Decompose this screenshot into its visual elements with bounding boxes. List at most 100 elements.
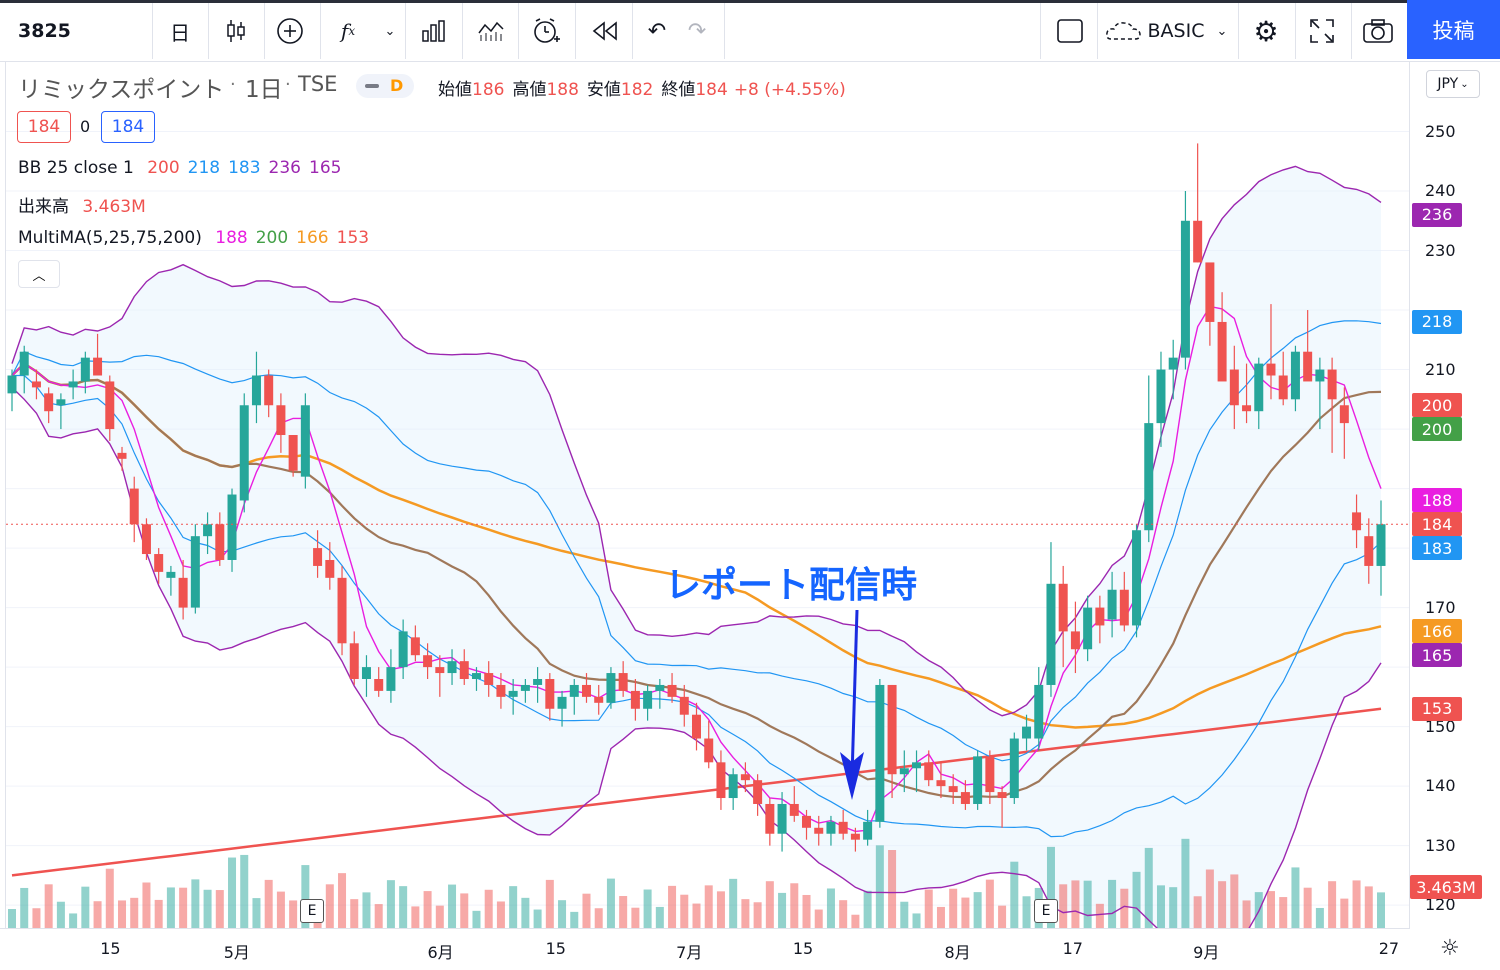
alert-icon[interactable] [526,3,566,59]
templates-icon[interactable] [471,3,511,59]
volume-bar [1291,867,1300,928]
add-compare-icon[interactable] [270,3,310,59]
volume-bar [949,888,958,928]
volume-bar [545,879,554,928]
volume-bar [1095,903,1104,928]
volume-bar [276,891,285,928]
multima-label: MultiMA(5,25,75,200) [18,228,202,248]
undo-icon[interactable]: ↶ [647,18,667,44]
candle-body [1022,726,1032,739]
volume-bar [1315,907,1324,928]
layout-square-icon[interactable] [1050,3,1090,59]
candle-type-icon[interactable] [216,3,256,59]
candle-body [973,756,983,804]
candle-body [1132,530,1142,626]
ohlc-value: 184 [695,80,728,100]
bar-chart-icon[interactable] [414,3,454,59]
earnings-marker[interactable]: E [1034,899,1058,923]
volume-bar [460,893,469,928]
fullscreen-icon[interactable] [1302,3,1342,59]
symbol-search-button[interactable]: 3825 [18,20,71,42]
bb-legend[interactable]: BB 25 close 1 200 218 183 236 165 [18,158,341,178]
volume-bar [643,889,652,928]
volume-bar [668,885,677,928]
candle-body [239,405,249,501]
volume-label: 出来高 [18,197,69,217]
price-chart[interactable] [6,62,1410,928]
ask-price-box[interactable]: 184 [101,111,155,143]
dropdown-chevron-icon[interactable]: ⌄ [384,23,396,39]
volume-bar [533,909,542,928]
redo-icon[interactable]: ↷ [687,18,707,44]
currency-button[interactable]: JPY ⌄ [1426,70,1480,98]
ma-value: 200 [255,228,289,248]
volume-bar [888,850,897,928]
multima-legend[interactable]: MultiMA(5,25,75,200) 188 200 166 153 [18,228,369,248]
volume-bar [655,906,664,928]
volume-bar [81,886,90,928]
candle-body [655,684,665,691]
volume-bar [154,899,163,928]
candle-body [1278,375,1288,400]
volume-legend[interactable]: 出来高 3.463M [18,192,146,217]
volume-bar [1083,880,1092,928]
candle-body [875,684,885,822]
time-tick-label: 9月 [1193,943,1220,962]
time-tick-label: 15 [100,939,121,958]
volume-bar [44,884,53,928]
report-annotation[interactable]: レポート配信時 [665,565,918,606]
candle-body [508,690,518,697]
candle-body [398,631,408,668]
volume-bar [69,913,78,928]
price-change: +8 (+4.55%) [733,80,846,100]
price-tick-label: 140 [1425,776,1456,796]
candle-body [887,684,897,775]
candle-body [178,577,188,608]
collapse-legend-button[interactable]: ︿ [18,260,60,288]
volume-bar [924,889,933,928]
camera-icon[interactable] [1358,3,1398,59]
bb-value: 218 [187,158,221,178]
volume-bar [1144,847,1153,928]
chart-pane[interactable] [5,62,1410,928]
candle-body [276,405,286,436]
volume-bar [1340,898,1349,928]
layout-name-button[interactable]: BASIC [1147,20,1205,42]
replay-icon[interactable] [585,3,625,59]
earnings-marker[interactable]: E [300,899,324,923]
candle-body [753,780,763,804]
candle-body [471,673,481,680]
candle-body [1327,369,1337,400]
market-status-badge[interactable]: D [356,74,414,98]
candle-body [251,375,261,406]
layout-dropdown-chevron-icon[interactable]: ⌄ [1216,23,1228,39]
time-axis[interactable] [0,928,1410,970]
settings-gear-icon[interactable]: ⚙ [1253,14,1279,48]
bid-price-box[interactable]: 184 [17,111,71,143]
legend-separator: · [285,74,291,95]
candle-body [1095,607,1105,626]
volume-bar [325,884,334,928]
settings-icon[interactable]: ☼ [1440,936,1460,961]
volume-bar [912,913,921,928]
candle-body [117,452,127,459]
candle-body [215,524,225,560]
time-tick-label: 5月 [223,943,250,962]
candle-body [728,774,738,799]
volume-bar [472,910,481,928]
time-tick-label: 15 [792,939,814,958]
candle-body [386,667,396,691]
candle-body [288,435,298,471]
legend-separator: · [230,74,236,95]
candle-body [1070,631,1080,650]
candle-body [936,780,946,787]
volume-bar [386,880,395,928]
chevron-up-icon: ︿ [32,268,46,284]
volume-value: 3.463M [82,197,146,217]
interval-button[interactable]: 日 [170,20,190,45]
publish-button[interactable]: 投稿 [1407,0,1500,59]
candle-body [569,684,579,697]
volume-bar [411,906,420,928]
candle-body [912,762,922,769]
